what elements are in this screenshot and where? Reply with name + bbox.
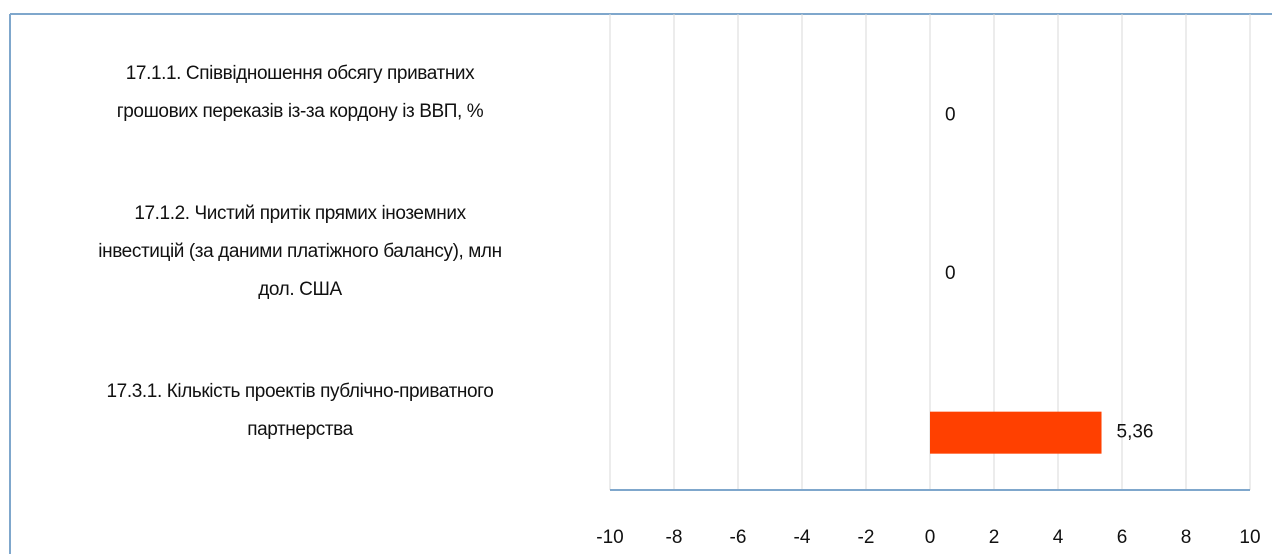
y-tick-label: 17.3.1. Кількість проектів публічно-прив… [106,380,494,440]
x-tick-label: -8 [666,527,683,548]
x-tick-label: 10 [1239,527,1260,548]
x-tick-label: 6 [1117,527,1128,548]
value-label: 0 [945,104,956,125]
y-tick-label: 17.1.2. Чистий притік прямих іноземних і… [98,203,502,300]
value-label: 5,36 [1117,422,1154,443]
x-tick-label: -2 [858,527,875,548]
x-tick-label: -4 [794,527,811,548]
value-label: 0 [945,263,956,284]
bar [930,411,1102,454]
x-tick-label: -6 [730,527,747,548]
y-tick-label: 17.1.1. Співвідношення обсягу приватних … [116,63,484,123]
x-tick-label: 4 [1053,527,1064,548]
x-tick-label: 2 [989,527,1000,548]
x-tick-label: 0 [925,527,936,548]
x-tick-label: -10 [596,527,623,548]
x-tick-label: 8 [1181,527,1192,548]
